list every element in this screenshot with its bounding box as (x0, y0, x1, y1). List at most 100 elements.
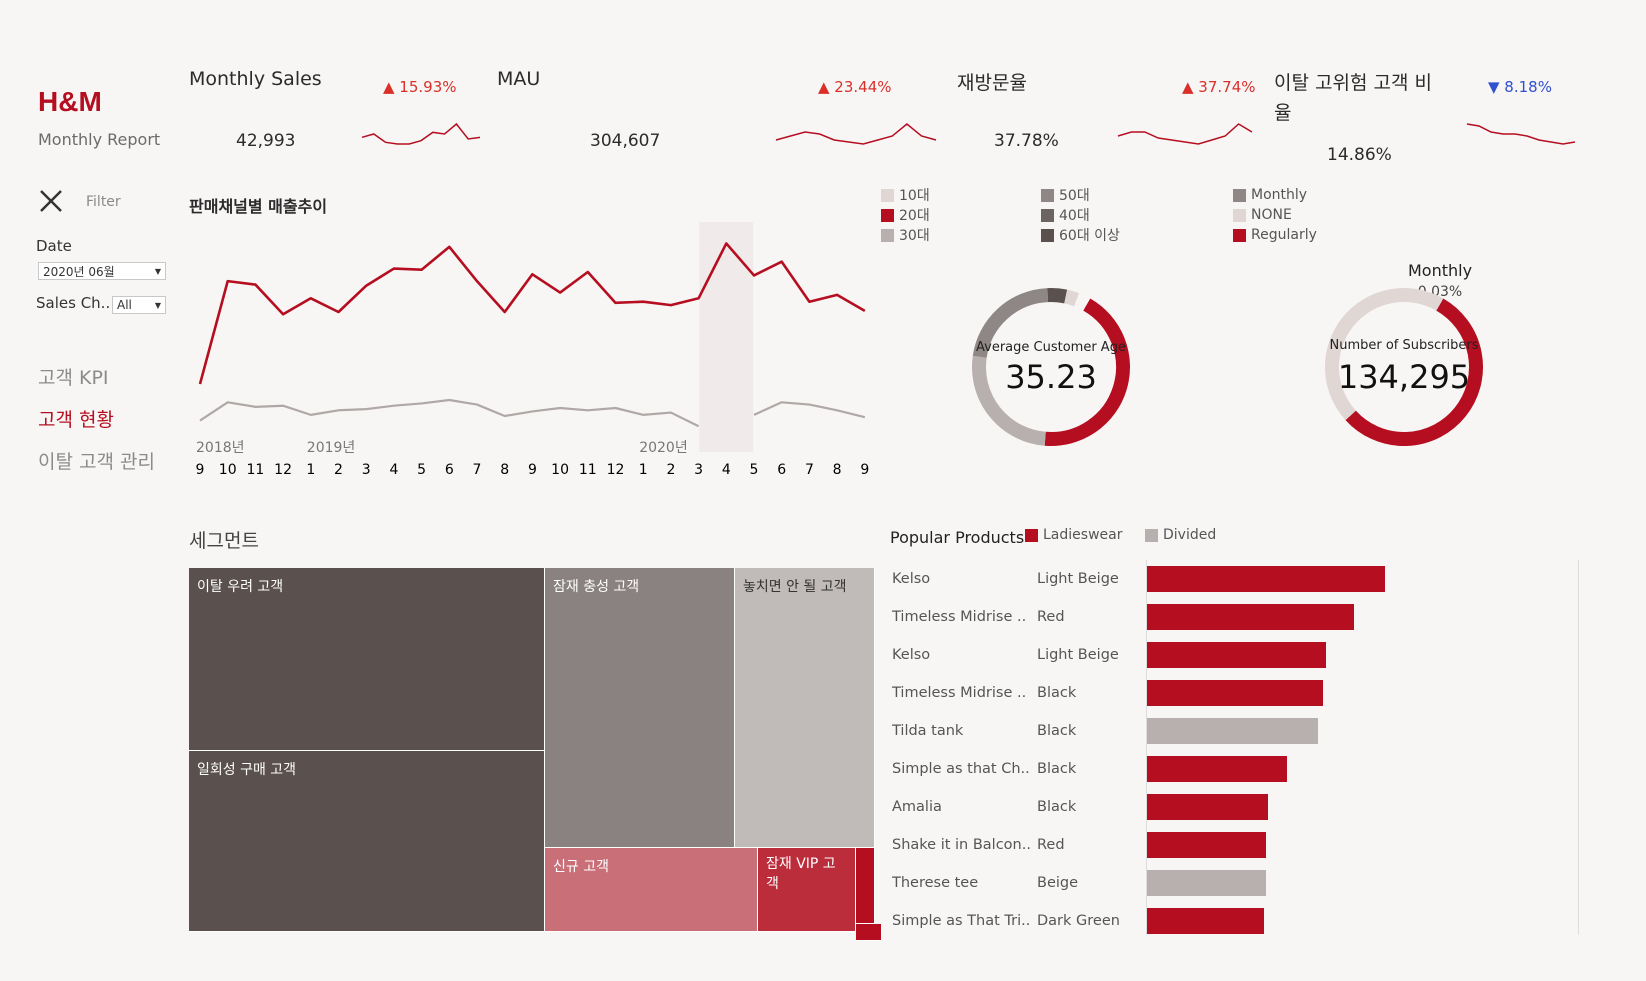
product-row[interactable]: Simple as That Tri.. Dark Green (892, 903, 1147, 939)
kpi-sparkline-monthly-sales (361, 122, 481, 145)
product-color: Red (1037, 837, 1065, 853)
product-bar[interactable] (1147, 908, 1264, 934)
legend-swatch (1145, 528, 1158, 542)
month-tick: 12 (607, 462, 625, 478)
product-color: Black (1037, 723, 1077, 739)
legend-label: NONE (1251, 207, 1292, 223)
product-color: Dark Green (1037, 913, 1120, 929)
kpi-title-monthly-sales: Monthly Sales (189, 68, 322, 90)
product-bar[interactable] (1147, 680, 1324, 706)
month-tick: 11 (246, 462, 264, 478)
month-tick: 5 (417, 462, 426, 478)
kpi-value-mau: 304,607 (590, 131, 661, 151)
legend-swatch (881, 188, 894, 202)
nav-customer-status[interactable]: 고객 현황 (38, 409, 114, 431)
month-tick: 9 (196, 462, 205, 478)
legend-item: Regularly (1233, 225, 1317, 245)
month-tick: 7 (473, 462, 482, 478)
chevron-down-icon: ▼ (154, 300, 161, 310)
brand-logo: H&M (38, 86, 102, 117)
product-row[interactable]: Amalia Black (892, 789, 1147, 825)
product-bar[interactable] (1147, 832, 1266, 858)
product-row[interactable]: Timeless Midrise .. Black (892, 675, 1147, 711)
product-bar[interactable] (1147, 566, 1385, 592)
product-name: Simple as That Tri.. (892, 913, 1031, 929)
product-row[interactable]: Tilda tank Black (892, 713, 1147, 749)
date-filter-label: Date (36, 237, 72, 255)
month-tick: 3 (694, 462, 703, 478)
segment-small-3[interactable] (865, 924, 882, 941)
age-donut-value: 35.23 (1005, 358, 1097, 396)
legend-label: 30대 (899, 228, 930, 244)
month-tick: 2 (334, 462, 343, 478)
chevron-down-icon: ▼ (154, 266, 161, 276)
legend-divided: Divided (1145, 525, 1216, 545)
sparkline-path (775, 123, 937, 145)
year-tick: 2020년 (639, 440, 688, 456)
product-bar[interactable] (1147, 718, 1319, 744)
month-tick: 6 (777, 462, 786, 478)
kpi-sparkline-churn-risk (1466, 123, 1576, 145)
nav-customer-kpi[interactable]: 고객 KPI (38, 367, 109, 389)
kpi-delta-monthly-sales: ▲ 15.93% (383, 78, 457, 96)
product-row[interactable]: Kelso Light Beige (892, 637, 1147, 673)
legend-item: NONE (1233, 205, 1317, 225)
kpi-title-churn-risk: 이탈 고위험 고객 비율 (1274, 72, 1432, 124)
product-row[interactable]: Timeless Midrise .. Red (892, 599, 1147, 635)
subscriber-donut-value: 134,295 (1337, 358, 1471, 396)
sales-channel-filter-label: Sales Ch.. (36, 294, 111, 312)
product-color: Black (1037, 761, 1077, 777)
kpi-delta-mau: ▲ 23.44% (818, 78, 892, 96)
product-bar[interactable] (1147, 756, 1288, 782)
date-select-value: 2020년 06월 (43, 264, 115, 279)
segment-new-customer[interactable]: 신규 고객 (545, 848, 758, 932)
legend-item: 20대 (881, 205, 930, 225)
segment-treemap: 이탈 우려 고객 일회성 구매 고객 잠재 충성 고객 놓치면 안 될 고객 신… (189, 568, 882, 941)
segment-one-time-buyer[interactable]: 일회성 구매 고객 (189, 751, 545, 932)
date-select[interactable]: 2020년 06월 ▼ (38, 262, 166, 280)
legend-label: Divided (1163, 527, 1217, 543)
age-donut-label: Average Customer Age (976, 340, 1126, 355)
legend-item: Monthly (1233, 185, 1317, 205)
kpi-delta-churn-risk: ▼ 8.18% (1488, 78, 1552, 96)
products-right-line (1578, 560, 1579, 935)
segment-potential-vip[interactable]: 잠재 VIP 고객 (758, 848, 856, 932)
segment-label: 잠재 충성 고객 (553, 579, 640, 595)
month-tick: 1 (639, 462, 648, 478)
legend-item: 30대 (881, 225, 930, 245)
product-row[interactable]: Shake it in Balcon.. Red (892, 827, 1147, 863)
segment-potential-loyal[interactable]: 잠재 충성 고객 (545, 568, 735, 848)
kpi-title-revisit-rate: 재방문율 (957, 72, 1027, 94)
product-bar[interactable] (1147, 870, 1266, 896)
segment-churn-concern[interactable]: 이탈 우려 고객 (189, 568, 545, 751)
sparkline-path (1466, 123, 1576, 145)
products-title: Popular Products (890, 528, 1025, 547)
kpi-value-revisit-rate: 37.78% (994, 131, 1059, 151)
month-tick: 7 (805, 462, 814, 478)
product-row[interactable]: Therese tee Beige (892, 865, 1147, 901)
legend-ladieswear: Ladieswear (1025, 525, 1122, 545)
month-tick: 6 (445, 462, 454, 478)
kpi-sparkline-revisit-rate (1117, 123, 1253, 145)
subscriber-donut-label: Number of Subscribers (1329, 338, 1479, 353)
donut-segment (1064, 289, 1080, 307)
nav-churn-management[interactable]: 이탈 고객 관리 (38, 451, 155, 473)
subscriber-monthly-title: Monthly (1407, 261, 1473, 280)
month-tick: 1 (306, 462, 315, 478)
month-tick: 8 (500, 462, 509, 478)
product-row[interactable]: Kelso Light Beige (892, 561, 1147, 597)
legend-swatch (881, 228, 894, 242)
product-bar[interactable] (1147, 604, 1355, 630)
month-tick: 9 (860, 462, 869, 478)
product-bar[interactable] (1147, 642, 1326, 668)
segment-must-not-lose[interactable]: 놓치면 안 될 고객 (735, 568, 875, 848)
year-tick: 2018년 (196, 440, 245, 456)
product-bar[interactable] (1147, 794, 1269, 820)
donut-segment (972, 288, 1049, 358)
close-filter-icon[interactable] (38, 188, 64, 214)
product-row[interactable]: Simple as that Ch.. Black (892, 751, 1147, 787)
sales-channel-select[interactable]: All ▼ (112, 296, 166, 314)
subscriber-donut-chart (1325, 288, 1483, 446)
segment-small-1[interactable] (856, 848, 875, 924)
legend-label: Monthly (1251, 187, 1308, 203)
